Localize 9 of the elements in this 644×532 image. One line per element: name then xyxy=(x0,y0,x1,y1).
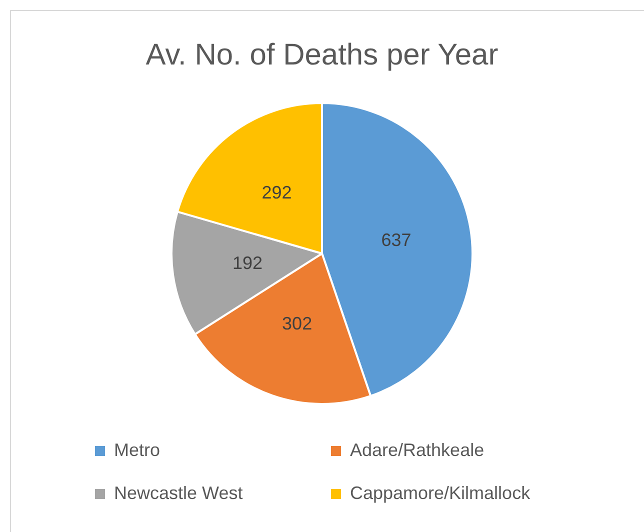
legend-label: Metro xyxy=(114,440,160,461)
data-label: 292 xyxy=(262,182,292,202)
chart-title: Av. No. of Deaths per Year xyxy=(146,38,498,72)
data-label: 637 xyxy=(381,230,412,250)
legend-label: Newcastle West xyxy=(114,483,243,504)
legend-label: Adare/Rathkeale xyxy=(350,440,484,461)
legend-label: Cappamore/Kilmallock xyxy=(350,483,530,504)
data-label: 192 xyxy=(232,253,263,274)
data-label: 302 xyxy=(282,313,312,334)
